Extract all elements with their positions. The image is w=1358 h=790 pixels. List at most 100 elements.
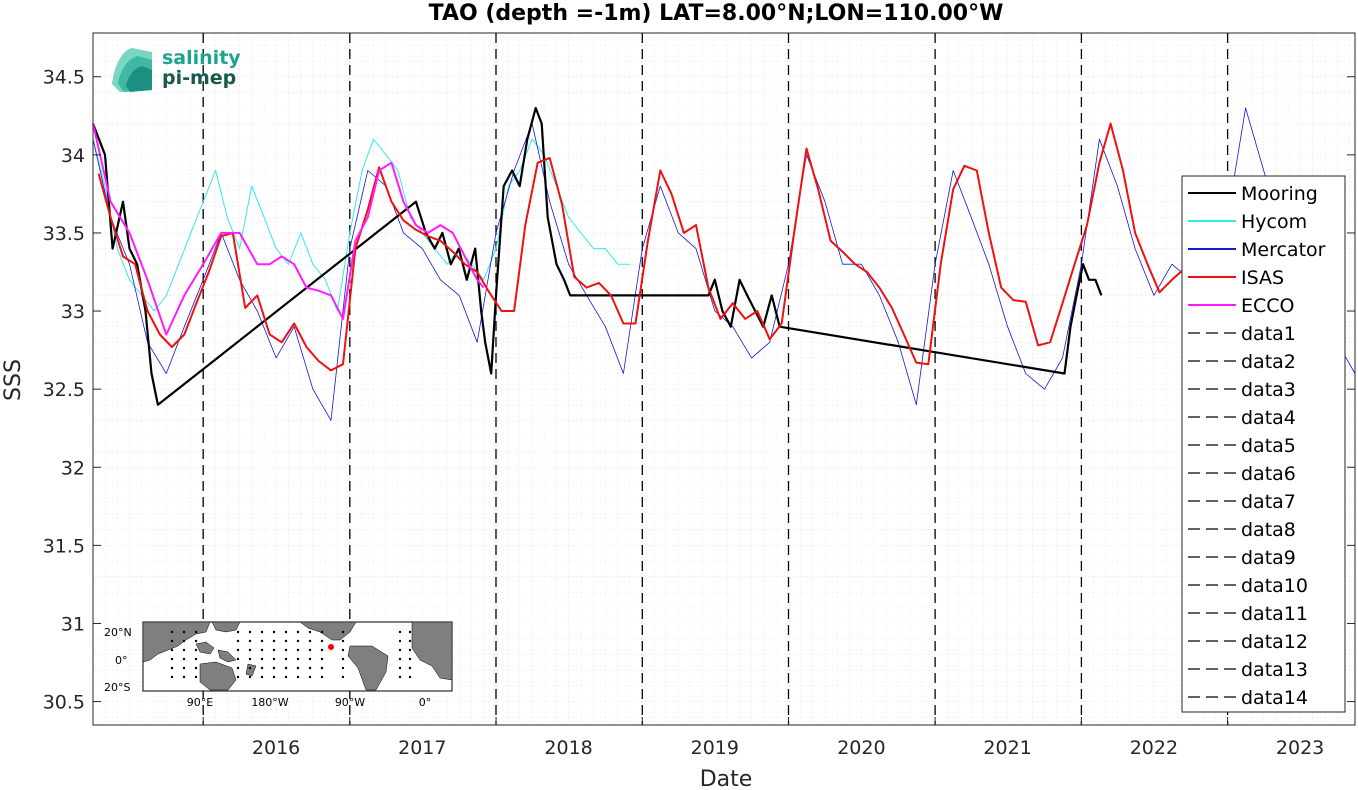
legend-label: ECCO (1241, 295, 1295, 317)
y-tick-label: 33 (61, 301, 85, 323)
mooring-dot (296, 675, 300, 679)
mooring-dot (341, 675, 345, 679)
mooring-dot (248, 675, 252, 679)
legend-label: data4 (1241, 407, 1296, 429)
mooring-dot (182, 639, 186, 643)
mooring-dot (320, 630, 324, 634)
mooring-dot (272, 639, 276, 643)
legend-label: data9 (1241, 547, 1296, 569)
map-lon-180w: 180°W (251, 696, 288, 709)
mooring-dot (194, 657, 198, 661)
mooring-dot (320, 639, 324, 643)
legend-label: ISAS (1241, 267, 1284, 289)
legend: Mooring Hycom Mercator ISAS ECCO data1 data2 da… (1181, 175, 1346, 713)
y-tick-label: 34.5 (43, 67, 85, 89)
mooring-dot (248, 648, 252, 652)
mooring-dot (170, 630, 174, 634)
mooring-dot (408, 639, 412, 643)
mooring-dot (194, 666, 198, 670)
y-tick-label: 34 (61, 145, 85, 167)
mooring-dot (194, 648, 198, 652)
mooring-dot (308, 666, 312, 670)
series-mooring-line (91, 106, 1103, 406)
mooring-dot (398, 630, 402, 634)
legend-label: data13 (1241, 659, 1308, 681)
series-ecco-line (92, 123, 485, 336)
legend-label: data12 (1241, 631, 1308, 653)
mooring-dot (408, 657, 412, 661)
logo-line2: pi-mep (162, 67, 236, 89)
mooring-dot (272, 675, 276, 679)
mooring-dot (170, 648, 174, 652)
mooring-dot (236, 648, 240, 652)
mooring-dot (248, 666, 252, 670)
plot-frame (92, 32, 1356, 726)
x-tick-label: 2021 (983, 737, 1031, 759)
mooring-dot (296, 639, 300, 643)
mooring-dot (296, 657, 300, 661)
inset-map-land (142, 621, 453, 691)
mooring-dot (236, 630, 240, 634)
mooring-dot (236, 666, 240, 670)
mooring-dot (398, 666, 402, 670)
mooring-dot (260, 666, 264, 670)
y-tick-label: 33.5 (43, 223, 85, 245)
mooring-dot (194, 675, 198, 679)
mooring-dot (320, 648, 324, 652)
mooring-dot (284, 648, 288, 652)
mooring-dot (408, 675, 412, 679)
map-lon-90e: 90°E (187, 696, 213, 709)
mooring-dot (182, 675, 186, 679)
y-axis-label: SSS (1, 359, 26, 401)
mooring-dot (320, 666, 324, 670)
map-lat-20s: 20°S (104, 681, 130, 694)
y-tick-label: 31.5 (43, 535, 85, 557)
mooring-dot (408, 666, 412, 670)
year-divider-lines (202, 33, 1229, 725)
legend-label: data14 (1241, 687, 1308, 709)
mooring-dot (398, 639, 402, 643)
legend-label: data5 (1241, 435, 1296, 457)
mooring-dot (296, 630, 300, 634)
mooring-dot (182, 657, 186, 661)
mooring-dot (296, 666, 300, 670)
x-tick-label: 2020 (837, 737, 885, 759)
mooring-dot (260, 675, 264, 679)
mooring-dot (248, 657, 252, 661)
mooring-dot (272, 630, 276, 634)
mooring-dot (308, 657, 312, 661)
mooring-dot (236, 675, 240, 679)
mooring-dot (272, 657, 276, 661)
y-tick-label: 32.5 (43, 379, 85, 401)
mooring-dot (284, 639, 288, 643)
mooring-dot (320, 675, 324, 679)
series-mercator-line (92, 107, 1356, 421)
legend-label: data1 (1241, 323, 1296, 345)
mooring-dot (170, 666, 174, 670)
mooring-dot (170, 675, 174, 679)
mooring-dot (408, 630, 412, 634)
mooring-dot (260, 630, 264, 634)
mooring-dot (284, 666, 288, 670)
legend-label: Mooring (1241, 183, 1318, 205)
legend-label: data6 (1241, 463, 1296, 485)
mooring-dot (308, 675, 312, 679)
mooring-dot (170, 657, 174, 661)
map-lat-20n: 20°N (104, 626, 132, 639)
mooring-dot (182, 666, 186, 670)
x-tick-label: 2023 (1276, 737, 1324, 759)
mooring-dot (194, 630, 198, 634)
mooring-dot (408, 648, 412, 652)
mooring-dot (341, 666, 345, 670)
mooring-dot (272, 648, 276, 652)
mooring-dot (398, 675, 402, 679)
mooring-dot (248, 630, 252, 634)
mooring-dot (236, 639, 240, 643)
legend-label: data11 (1241, 603, 1308, 625)
mooring-dot (341, 657, 345, 661)
legend-label: data3 (1241, 379, 1296, 401)
inset-map: 20°N 0° 20°S 90°E 180°W 90°W 0° (104, 621, 453, 709)
y-tick-labels: 30.5 31 31.5 32 32.5 33 33.5 34 34.5 (43, 67, 1355, 714)
mooring-dot (284, 630, 288, 634)
